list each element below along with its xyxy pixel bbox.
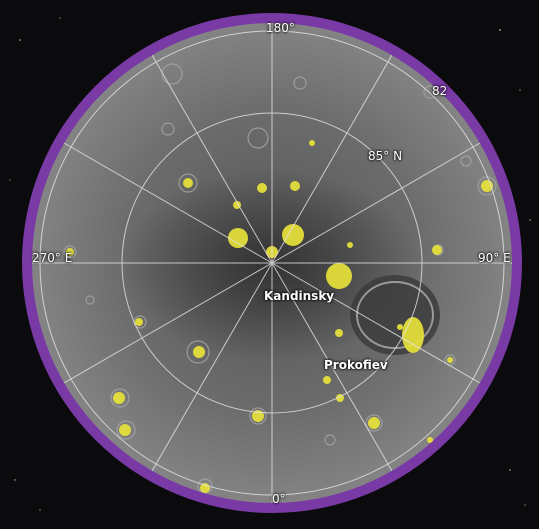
crater-field [63,63,497,494]
graticule [32,23,512,503]
planet-surface [32,23,512,503]
ice-deposits [66,140,493,493]
star-field [9,17,531,511]
